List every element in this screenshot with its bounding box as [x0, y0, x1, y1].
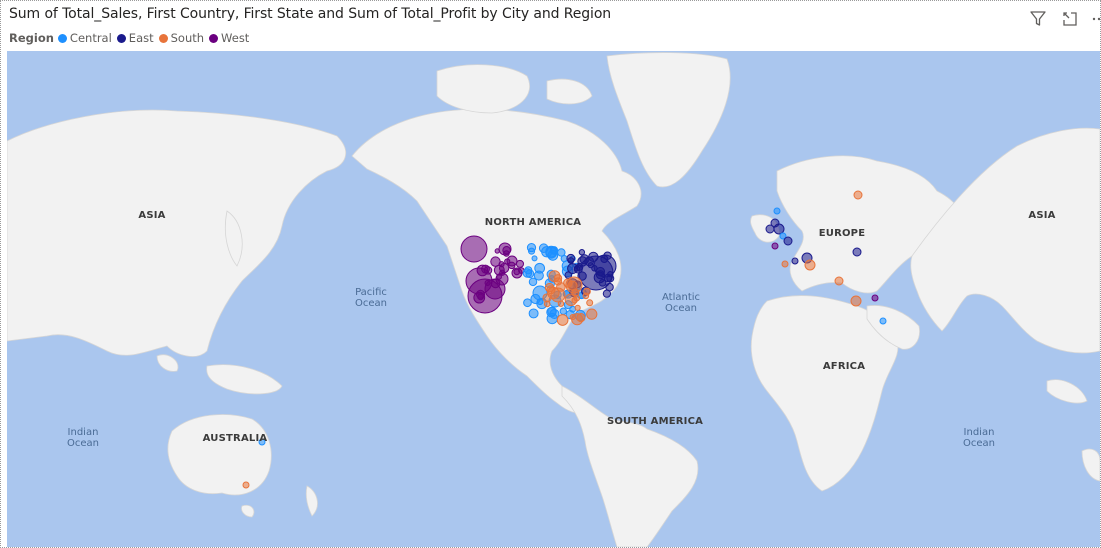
city-bubble-west[interactable] [771, 242, 779, 250]
city-bubble-central[interactable] [528, 277, 538, 287]
city-bubble-south[interactable] [550, 287, 566, 303]
ocean-label: Ocean [963, 438, 995, 449]
city-bubble-central[interactable] [779, 232, 787, 240]
city-bubble-east[interactable] [578, 249, 586, 256]
visual-header-toolbar [1028, 9, 1100, 29]
city-bubble-east[interactable] [567, 257, 575, 264]
bubble-layer [242, 190, 887, 489]
city-bubble-south[interactable] [564, 293, 578, 307]
city-bubble-central[interactable] [773, 207, 781, 215]
city-bubble-west[interactable] [484, 279, 491, 287]
city-bubble-central[interactable] [258, 438, 266, 446]
city-bubble-central[interactable] [528, 308, 539, 319]
ocean-label: Ocean [67, 438, 99, 449]
city-bubble-east[interactable] [765, 224, 775, 234]
city-bubble-east[interactable] [773, 223, 785, 235]
city-bubble-west[interactable] [515, 259, 525, 268]
city-bubble-south[interactable] [556, 314, 569, 326]
city-bubble-central[interactable] [557, 248, 566, 257]
focus-mode-button[interactable] [1060, 9, 1080, 29]
city-bubble-central[interactable] [523, 298, 532, 308]
legend-item-south[interactable]: South [158, 31, 205, 45]
city-bubble-south[interactable] [781, 260, 789, 268]
legend-item-central[interactable]: Central [57, 31, 112, 45]
city-bubble-west[interactable] [503, 250, 510, 257]
legend-label: Central [69, 31, 112, 45]
city-bubble-south[interactable] [804, 259, 816, 271]
legend-dot-icon [116, 33, 126, 43]
city-bubble-west[interactable] [481, 264, 490, 274]
city-bubble-south[interactable] [574, 304, 581, 311]
filter-button[interactable] [1028, 9, 1048, 29]
city-bubble-east[interactable] [567, 263, 579, 275]
ocean-label: Atlantic [662, 292, 700, 303]
city-bubble-east[interactable] [852, 247, 862, 257]
continent-label: AUSTRALIA [203, 433, 268, 444]
funnel-icon [1030, 11, 1046, 26]
city-bubble-central[interactable] [527, 247, 536, 255]
city-bubble-west[interactable] [508, 261, 516, 270]
ocean-label: Ocean [355, 298, 387, 309]
city-bubble-south[interactable] [586, 299, 594, 307]
city-bubble-east[interactable] [783, 236, 793, 246]
city-bubble-south[interactable] [242, 481, 250, 489]
ocean-label: Indian [68, 427, 99, 438]
legend-label: West [221, 31, 250, 45]
city-bubble-west[interactable] [871, 294, 879, 302]
city-bubble-west[interactable] [490, 278, 501, 289]
city-bubble-central[interactable] [879, 317, 887, 325]
more-options-icon [1092, 17, 1100, 21]
city-bubble-south[interactable] [834, 276, 844, 286]
ocean-label: Ocean [665, 303, 697, 314]
legend-dot-icon [57, 33, 67, 43]
continent-label: ASIA [1028, 210, 1055, 221]
legend-dot-icon [158, 33, 168, 43]
legend-item-west[interactable]: West [209, 31, 249, 45]
city-bubble-south[interactable] [583, 287, 591, 296]
visual-title: Sum of Total_Sales, First Country, First… [9, 6, 612, 22]
city-bubble-central[interactable] [546, 307, 557, 318]
labels-layer: ASIA NORTH AMERICA EUROPE AFRICA SOUTH A… [67, 210, 1055, 449]
map-canvas[interactable]: ASIA NORTH AMERICA EUROPE AFRICA SOUTH A… [7, 51, 1100, 547]
city-bubble-south[interactable] [544, 282, 555, 293]
city-bubble-south[interactable] [553, 277, 563, 286]
city-bubble-central[interactable] [559, 307, 568, 315]
legend-label: South [170, 31, 205, 45]
city-bubble-south[interactable] [850, 295, 862, 307]
land-layer [7, 52, 1100, 547]
city-bubble-east[interactable] [791, 257, 799, 265]
expand-icon [1063, 12, 1077, 26]
ocean-label: Pacific [355, 287, 387, 298]
legend: Region Central East South West [9, 31, 254, 45]
ocean-label: Indian [964, 427, 995, 438]
legend-label: East [128, 31, 154, 45]
city-bubble-west[interactable] [513, 268, 521, 276]
city-bubble-central[interactable] [531, 255, 538, 262]
city-bubble-west[interactable] [493, 264, 505, 276]
legend-title: Region [9, 31, 54, 45]
continent-label: EUROPE [819, 228, 866, 239]
legend-dot-icon [209, 33, 219, 43]
city-bubble-south[interactable] [569, 314, 576, 321]
city-bubble-central[interactable] [525, 269, 535, 279]
continent-label: NORTH AMERICA [485, 217, 581, 228]
more-options-button[interactable] [1092, 9, 1100, 29]
city-bubble-central[interactable] [534, 262, 546, 274]
legend-item-east[interactable]: East [116, 31, 154, 45]
continent-label: AFRICA [823, 361, 865, 372]
city-bubble-south[interactable] [543, 300, 551, 308]
city-bubble-east[interactable] [593, 254, 617, 278]
city-bubble-south[interactable] [586, 308, 598, 320]
continent-label: ASIA [138, 210, 165, 221]
continent-label: SOUTH AMERICA [607, 416, 703, 427]
city-bubble-west[interactable] [494, 248, 500, 254]
city-bubble-south[interactable] [565, 276, 583, 294]
city-bubble-west[interactable] [477, 293, 484, 301]
world-map: ASIA NORTH AMERICA EUROPE AFRICA SOUTH A… [7, 52, 1100, 547]
city-bubble-west[interactable] [460, 235, 488, 263]
city-bubble-central[interactable] [545, 245, 558, 258]
city-bubble-south[interactable] [853, 190, 863, 200]
